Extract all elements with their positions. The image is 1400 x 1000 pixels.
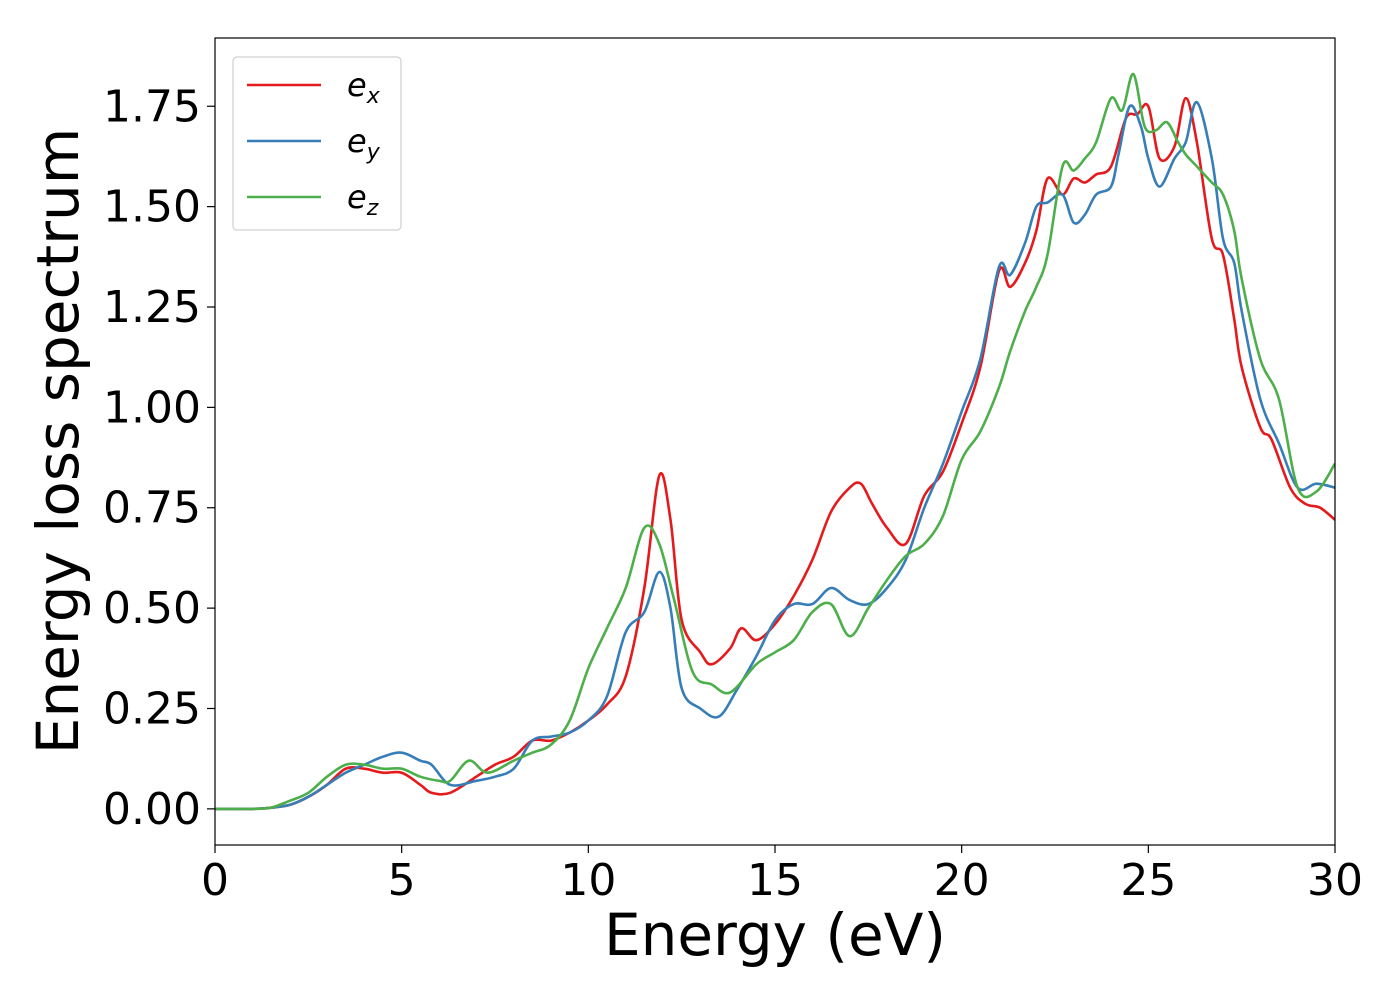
series-line-e_y [215,100,1335,811]
legend: ex ey ez [232,56,402,231]
y-axis-label: Energy loss spectrum [24,128,92,754]
y-tick-label: 1.50 [103,182,201,233]
x-axis-ticks: 0 5 10 15 20 25 30 [201,845,1363,906]
series-line-e_x [215,96,1335,811]
y-tick-label: 1.00 [103,382,201,433]
x-tick-label: 20 [934,855,990,906]
x-tick-label: 5 [388,855,416,906]
y-tick-label: 1.75 [103,81,201,132]
x-tick-label: 15 [747,855,803,906]
y-tick-label: 0.25 [103,683,201,734]
y-axis-ticks: 0.00 0.25 0.50 0.75 1.00 1.25 1.50 1.75 [103,81,215,835]
x-tick-label: 25 [1120,855,1176,906]
y-tick-label: 1.25 [103,282,201,333]
y-tick-label: 0.75 [103,483,201,534]
legend-label-e_z: ez [347,178,379,221]
y-tick-label: 0.50 [103,583,201,634]
series-line-e_z [215,72,1335,811]
x-tick-label: 0 [201,855,229,906]
x-tick-label: 30 [1307,855,1363,906]
legend-box [232,56,402,231]
legend-label-e_x: ex [347,66,381,109]
x-tick-label: 10 [560,855,616,906]
series-layer [215,72,1335,811]
x-axis-label: Energy (eV) [604,901,946,969]
legend-label-e_y: ey [347,122,381,165]
y-tick-label: 0.00 [103,784,201,835]
